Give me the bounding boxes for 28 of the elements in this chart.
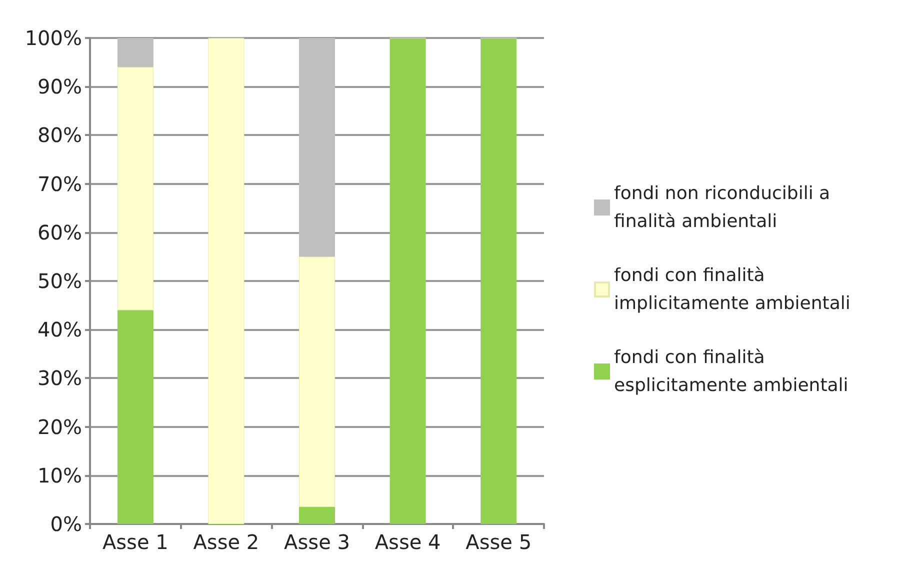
y-tick-label: 0% (50, 512, 82, 536)
y-tick-label: 100% (24, 26, 82, 50)
bar (208, 38, 244, 524)
bar (299, 38, 335, 257)
y-tick-label: 70% (38, 172, 82, 196)
legend-label: fondi non riconducibili a finalità ambientali (614, 183, 836, 232)
y-tick-label: 90% (38, 74, 82, 99)
bar (299, 256, 335, 507)
bar (390, 38, 426, 524)
y-tick-label: 50% (38, 269, 82, 293)
y-tick-label: 30% (38, 366, 82, 390)
bar (299, 506, 335, 524)
bar (117, 310, 154, 524)
legend-label: fondi con finalità esplicitamente ambientali (614, 347, 848, 396)
x-tick-label: Asse 1 (102, 530, 168, 554)
x-tick-label: Asse 2 (193, 530, 260, 554)
y-tick-label: 20% (38, 414, 82, 439)
y-tick-label: 10% (38, 463, 82, 488)
y-tick-label: 40% (38, 318, 82, 342)
bar (117, 38, 154, 68)
x-tick-label: Asse 3 (284, 530, 350, 554)
x-tick-label: Asse 4 (374, 530, 441, 554)
bar (480, 38, 517, 524)
legend-label: fondi con finalità implicitamente ambientali (614, 265, 850, 314)
bar (117, 67, 154, 310)
x-tick-label: Asse 5 (466, 530, 532, 554)
y-tick-label: 60% (38, 220, 82, 244)
y-tick-label: 80% (38, 123, 82, 148)
